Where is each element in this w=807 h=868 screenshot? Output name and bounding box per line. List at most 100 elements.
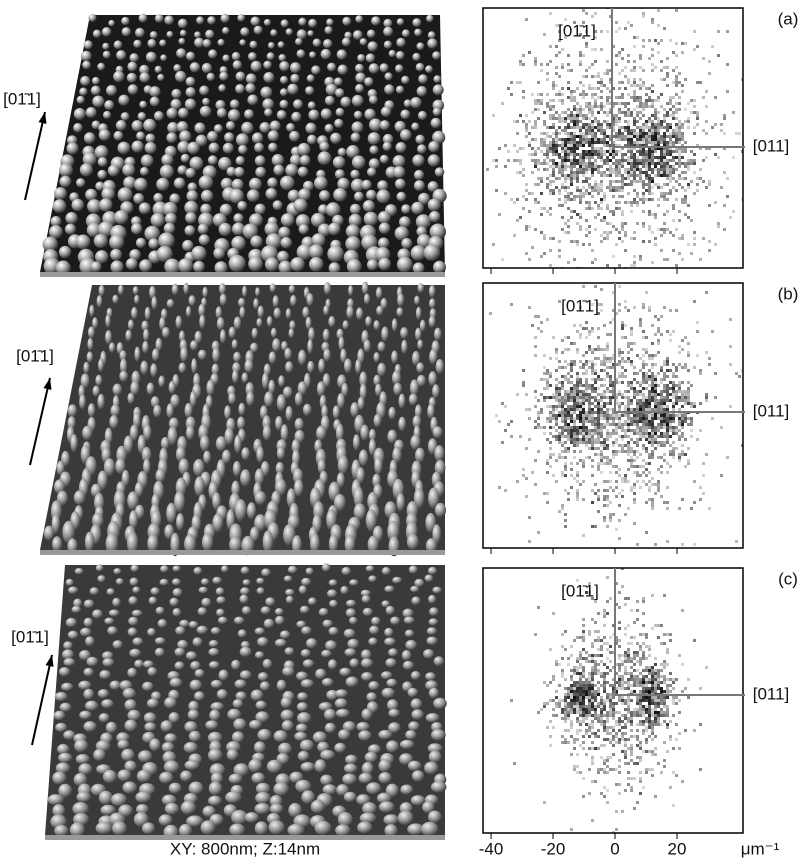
- fft-pixel: [627, 135, 630, 138]
- fft-pixel: [660, 186, 663, 189]
- fft-pixel: [528, 192, 531, 195]
- fft-pixel: [561, 111, 564, 114]
- afm-bump: [307, 361, 314, 373]
- afm-bump: [64, 658, 76, 666]
- fft-pixel: [654, 117, 657, 120]
- afm-bump: [290, 295, 297, 307]
- afm-bump: [256, 318, 262, 327]
- afm-bump: [267, 178, 278, 189]
- fft-pixel: [612, 156, 615, 159]
- fft-pixel: [477, 78, 480, 81]
- afm-bump: [398, 811, 414, 826]
- fft-pixel: [678, 129, 681, 132]
- fft-pixel: [600, 105, 603, 108]
- fft-pixel: [606, 456, 609, 459]
- fft-pixel: [606, 204, 609, 207]
- afm-bump: [428, 811, 442, 824]
- afm-bump: [191, 358, 197, 374]
- fft-pixel: [642, 183, 645, 186]
- fft-pixel: [579, 132, 582, 135]
- fft-pixel: [672, 177, 675, 180]
- fft-pixel: [732, 156, 735, 159]
- fft-pixel: [666, 75, 669, 78]
- fft-pixel: [666, 462, 669, 465]
- afm-bump: [234, 167, 244, 177]
- fft-pixel: [666, 66, 669, 69]
- afm-bump: [229, 824, 245, 837]
- afm-bump: [416, 307, 422, 320]
- fft-pixel: [603, 150, 606, 153]
- afm-bump: [364, 109, 375, 120]
- fft-pixel: [567, 135, 570, 138]
- afm-bump: [240, 469, 251, 486]
- fft-pixel: [618, 174, 621, 177]
- fft-pixel: [627, 177, 630, 180]
- fft-pixel: [552, 114, 555, 117]
- fft-pixel: [660, 234, 663, 237]
- afm-bump: [263, 659, 273, 669]
- fft-pixel: [555, 93, 558, 96]
- fft-pixel: [636, 150, 639, 153]
- fft-pixel: [651, 48, 654, 51]
- afm-bump: [378, 342, 386, 353]
- afm-bump: [383, 27, 393, 37]
- fft-pixel: [552, 474, 555, 477]
- fft-pixel: [546, 168, 549, 171]
- fft-pixel: [678, 177, 681, 180]
- fft-pixel: [648, 165, 651, 168]
- fft-pixel: [657, 405, 660, 408]
- fft-pixel: [636, 120, 639, 123]
- fft-pixel: [657, 408, 660, 411]
- fft-pixel: [654, 129, 657, 132]
- fft-pixel: [570, 150, 573, 153]
- fft-pixel: [576, 348, 579, 351]
- afm-bump: [334, 119, 343, 128]
- fft-pixel: [513, 144, 516, 147]
- fft-pixel: [678, 435, 681, 438]
- afm-bump: [142, 682, 153, 692]
- fft-pixel: [564, 441, 567, 444]
- fft-pixel: [708, 204, 711, 207]
- fft-pixel: [771, 183, 774, 186]
- fft-pixel: [534, 120, 537, 123]
- fft-pixel: [678, 165, 681, 168]
- fft-pixel: [618, 450, 621, 453]
- fft-pixel: [636, 201, 639, 204]
- afm-bump: [111, 793, 127, 806]
- fft-pixel: [591, 276, 594, 279]
- afm-bump: [255, 204, 266, 215]
- fft-pixel: [654, 108, 657, 111]
- fft-pixel: [678, 132, 681, 135]
- fft-pixel: [681, 126, 684, 129]
- fft-pixel: [657, 135, 660, 138]
- fft-pixel: [660, 138, 663, 141]
- fft-pixel: [633, 459, 636, 462]
- afm-bump: [403, 661, 414, 670]
- fft-pixel: [639, 135, 642, 138]
- afm-bump: [129, 596, 138, 605]
- afm-bump: [268, 130, 279, 141]
- afm-bump: [136, 131, 145, 140]
- fft-pixel: [621, 138, 624, 141]
- fft-pixel: [603, 153, 606, 156]
- afm-bump: [139, 259, 152, 272]
- afm-bump: [297, 692, 308, 701]
- fft-pixel: [537, 99, 540, 102]
- fft-pixel: [630, 69, 633, 72]
- fft-pixel: [639, 105, 642, 108]
- fft-pixel: [756, 96, 759, 99]
- fft-pixel: [564, 198, 567, 201]
- afm-bump: [104, 100, 114, 110]
- fft-pixel: [657, 399, 660, 402]
- fft-pixel: [669, 39, 672, 42]
- afm-bump: [185, 403, 193, 419]
- fft-pixel: [675, 135, 678, 138]
- fft-pixel: [564, 117, 567, 120]
- afm-bump: [376, 287, 382, 299]
- afm-bump: [217, 108, 227, 118]
- fft-pixel: [633, 255, 636, 258]
- afm-bump: [411, 202, 424, 215]
- fft-pixel: [624, 222, 627, 225]
- afm-bump: [148, 238, 159, 249]
- fft-pixel: [495, 189, 498, 192]
